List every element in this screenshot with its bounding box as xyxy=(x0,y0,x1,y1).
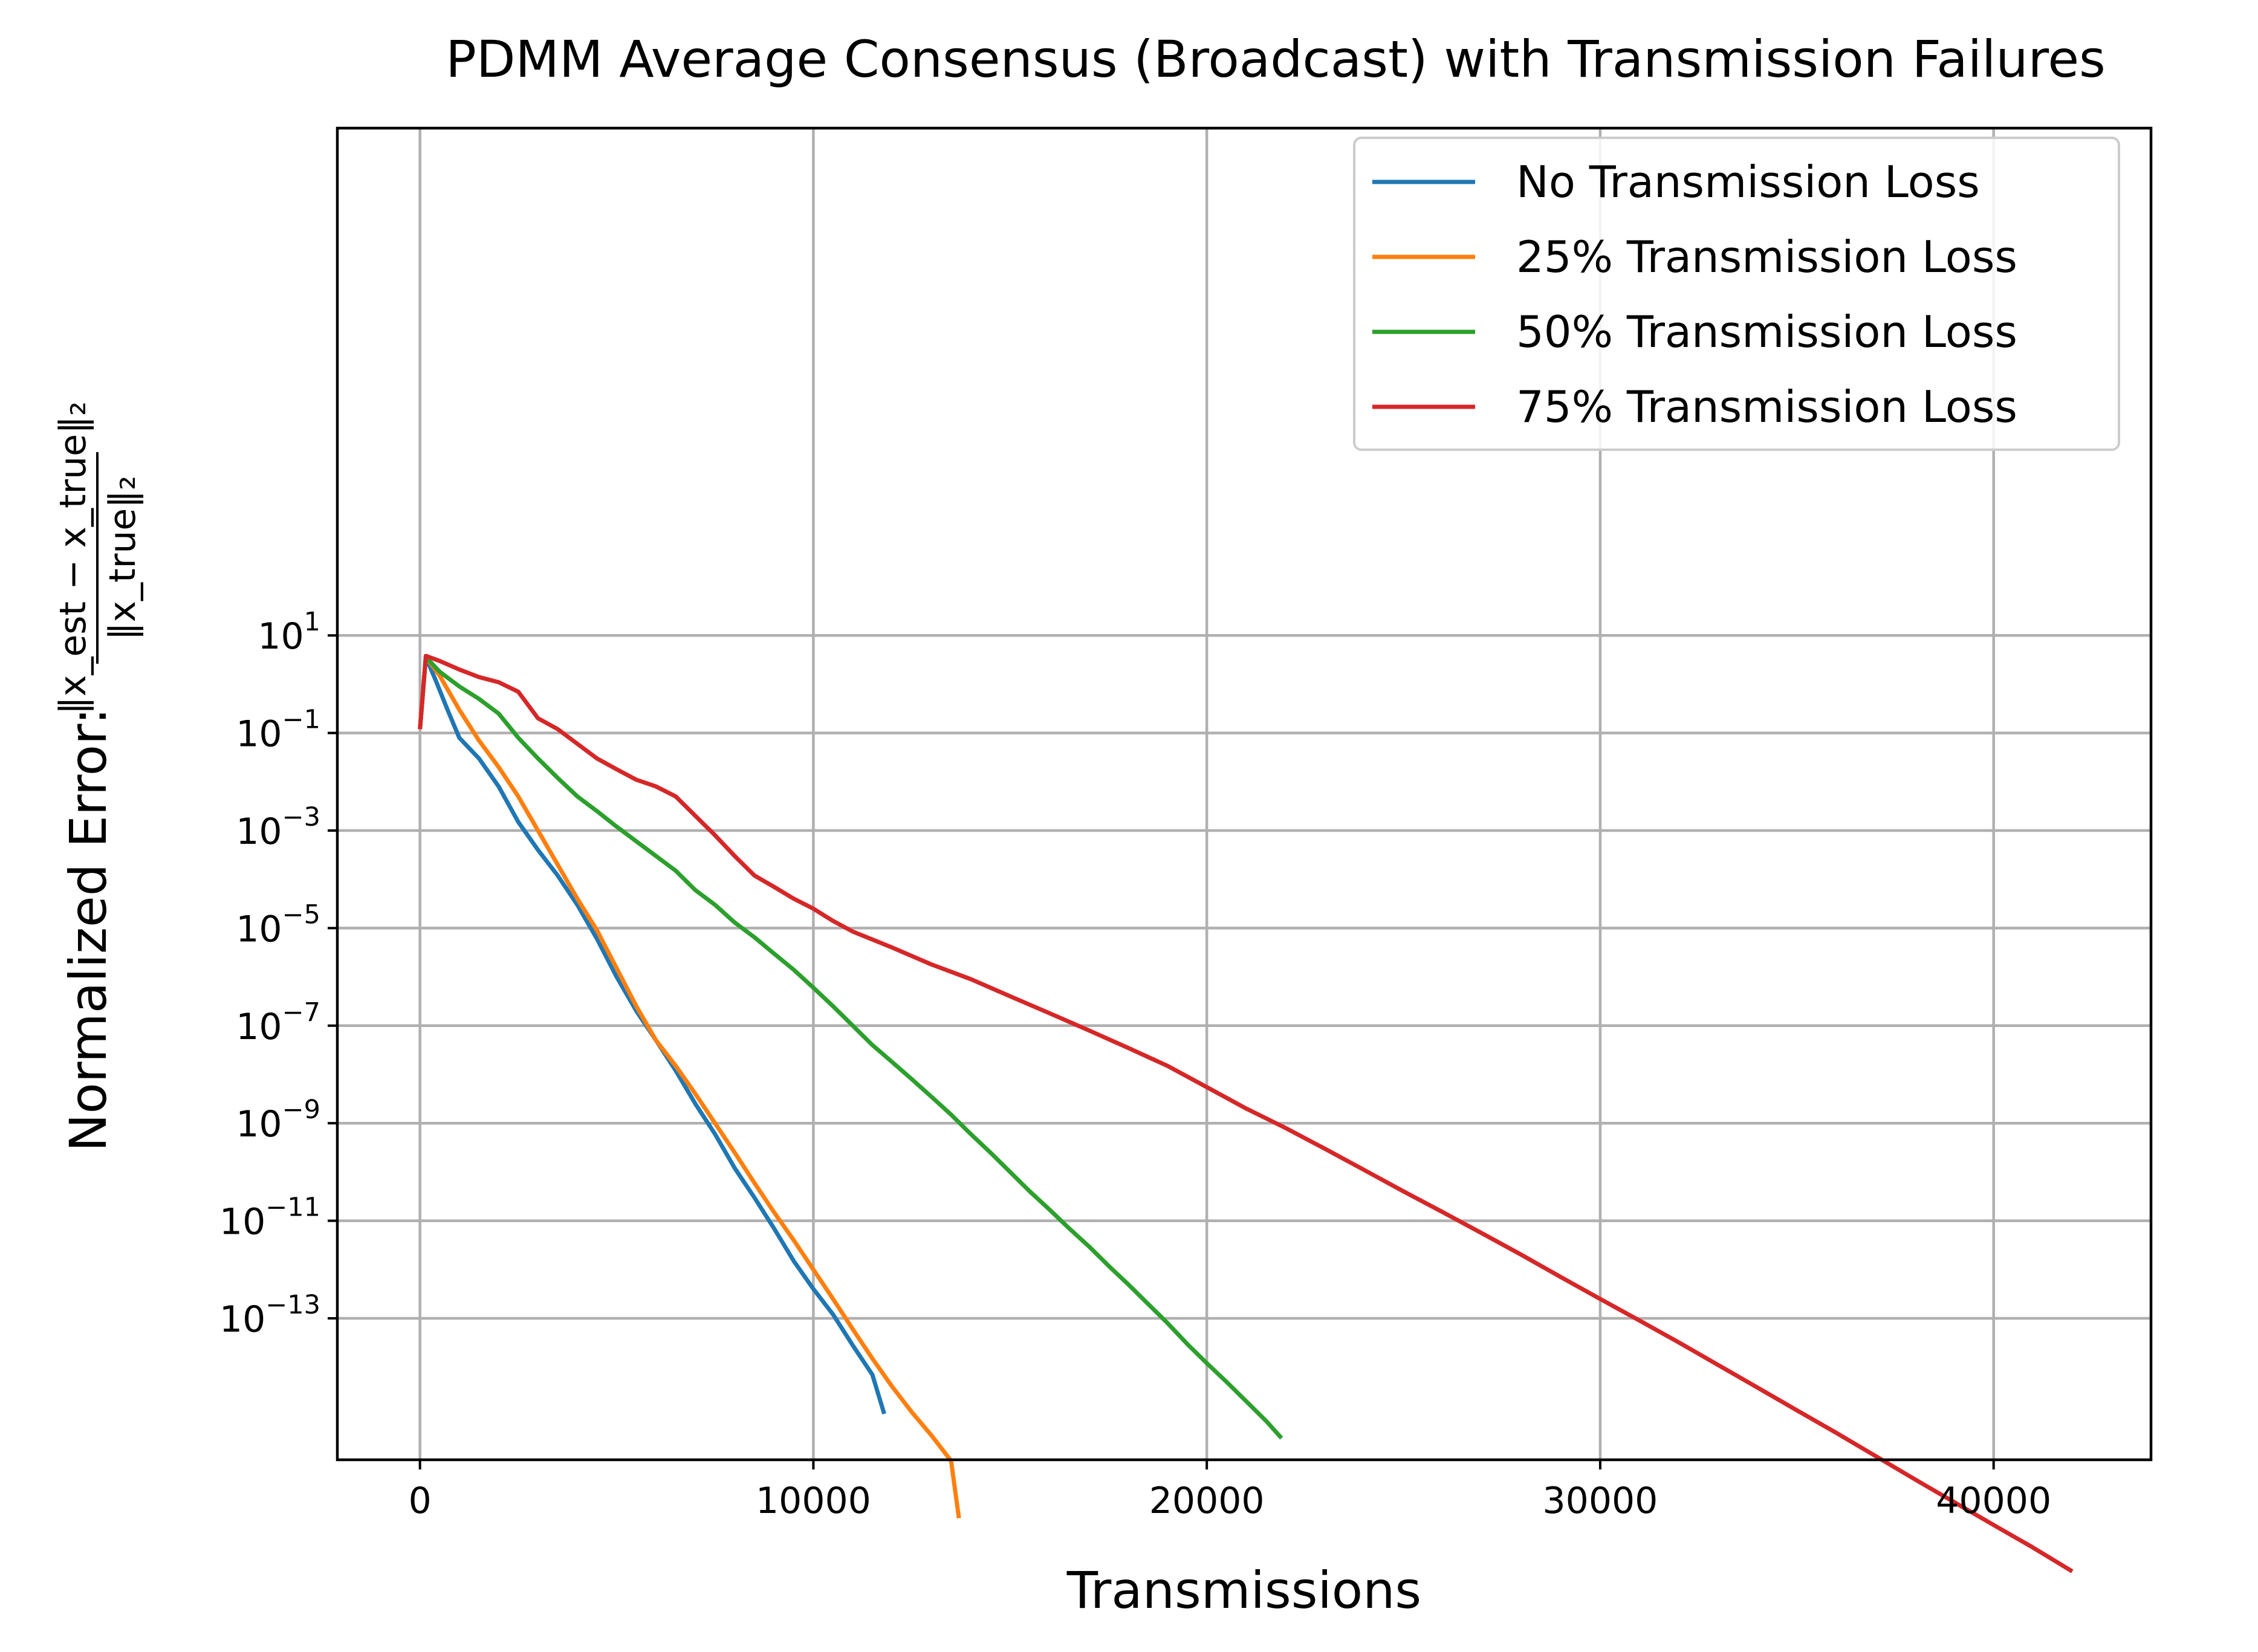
series-line xyxy=(418,655,1283,1440)
series-layer xyxy=(418,653,2074,1573)
y-tick-label: 10−9 xyxy=(236,1095,320,1145)
y-tick-label: 10−3 xyxy=(236,802,320,853)
legend-label: 25% Transmission Loss xyxy=(1516,232,2017,282)
x-tick-label: 0 xyxy=(409,1480,432,1522)
y-tick-label: 10−5 xyxy=(236,899,320,950)
y-axis-label: Normalized Error: ‖x_est − x_true‖₂ ‖x_t… xyxy=(52,401,144,1152)
legend-label: 75% Transmission Loss xyxy=(1516,381,2017,432)
x-axis-label: Transmissions xyxy=(1066,1561,1421,1620)
chart-title: PDMM Average Consensus (Broadcast) with … xyxy=(446,30,2106,89)
x-tick-label: 10000 xyxy=(756,1480,871,1522)
x-tick-label: 30000 xyxy=(1542,1480,1658,1522)
y-tick-label: 10−11 xyxy=(219,1193,320,1243)
grid xyxy=(337,128,2151,1460)
y-axis-label-prefix: Normalized Error: xyxy=(59,708,118,1152)
legend-box xyxy=(1353,137,2120,451)
y-tick-label: 10−7 xyxy=(236,997,320,1048)
x-tick-label: 40000 xyxy=(1936,1480,2051,1522)
y-axis-label-numerator: ‖x_est − x_true‖₂ xyxy=(52,401,94,714)
legend-label: No Transmission Loss xyxy=(1516,157,1980,207)
y-tick-label: 10−13 xyxy=(219,1290,320,1341)
series-line xyxy=(418,655,886,1415)
y-tick-label: 10−1 xyxy=(236,705,320,756)
y-tick-label: 101 xyxy=(258,607,320,658)
series-line xyxy=(418,655,961,1519)
y-axis: 101 10−1 10−3 10−5 10−7 10−9 10−11 10−13 xyxy=(219,607,337,1341)
legend-label: 50% Transmission Loss xyxy=(1516,306,2017,357)
x-tick-label: 20000 xyxy=(1149,1480,1265,1522)
x-axis: 0 10000 20000 30000 40000 xyxy=(409,1460,2051,1522)
series-line xyxy=(418,653,2074,1573)
y-axis-label-denominator: ‖x_true‖₂ xyxy=(102,476,144,641)
plot-frame xyxy=(336,126,2153,1462)
legend: No Transmission Loss 25% Transmission Los… xyxy=(1353,137,2120,451)
